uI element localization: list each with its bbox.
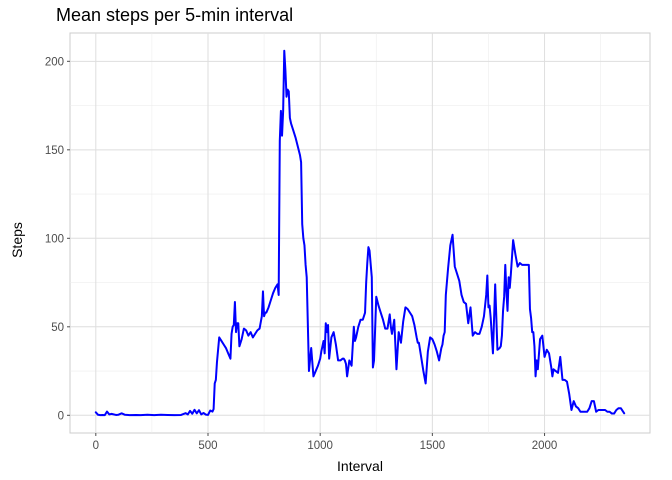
minor-gridlines (70, 33, 650, 433)
y-axis-label: Steps (9, 222, 25, 258)
chart-title: Mean steps per 5-min interval (56, 5, 294, 25)
y-tick-label: 100 (45, 233, 64, 245)
y-axis-ticks: 0 50 100 150 200 (45, 56, 70, 422)
y-tick-label: 0 (58, 410, 64, 422)
y-tick-label: 200 (45, 56, 64, 68)
x-tick-label: 1000 (307, 440, 333, 452)
major-gridlines (70, 33, 650, 433)
x-tick-label: 1500 (420, 440, 446, 452)
series-group (94, 49, 626, 417)
y-tick-label: 50 (51, 322, 64, 334)
plot-area-border (69, 32, 651, 434)
series-line (94, 49, 626, 417)
y-tick-label: 150 (45, 145, 64, 157)
x-axis-ticks: 0 500 1000 1500 2000 (93, 433, 558, 452)
x-axis-label: Interval (337, 458, 383, 474)
x-tick-label: 2000 (532, 440, 558, 452)
x-tick-label: 500 (198, 440, 217, 452)
x-tick-label: 0 (93, 440, 99, 452)
